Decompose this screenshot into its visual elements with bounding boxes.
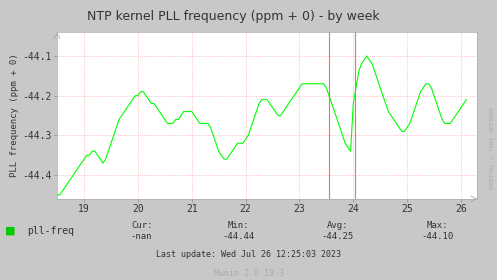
Text: Last update: Wed Jul 26 12:25:03 2023: Last update: Wed Jul 26 12:25:03 2023 xyxy=(156,250,341,259)
Text: -nan: -nan xyxy=(131,232,153,241)
Text: Min:: Min: xyxy=(228,221,249,230)
Text: NTP kernel PLL frequency (ppm + 0) - by week: NTP kernel PLL frequency (ppm + 0) - by … xyxy=(87,10,380,23)
Text: -44.44: -44.44 xyxy=(223,232,254,241)
Text: Max:: Max: xyxy=(426,221,448,230)
Text: pll-freq: pll-freq xyxy=(27,226,75,236)
Text: Avg:: Avg: xyxy=(327,221,349,230)
Text: RRDTOOL / TOBI OETIKER: RRDTOOL / TOBI OETIKER xyxy=(490,106,495,189)
Text: -44.10: -44.10 xyxy=(421,232,453,241)
Text: ■: ■ xyxy=(5,226,15,236)
Text: Cur:: Cur: xyxy=(131,221,153,230)
Text: Munin 2.0.19-3: Munin 2.0.19-3 xyxy=(214,269,283,277)
Y-axis label: PLL frequency (ppm + 0): PLL frequency (ppm + 0) xyxy=(10,54,19,177)
Text: -44.25: -44.25 xyxy=(322,232,354,241)
